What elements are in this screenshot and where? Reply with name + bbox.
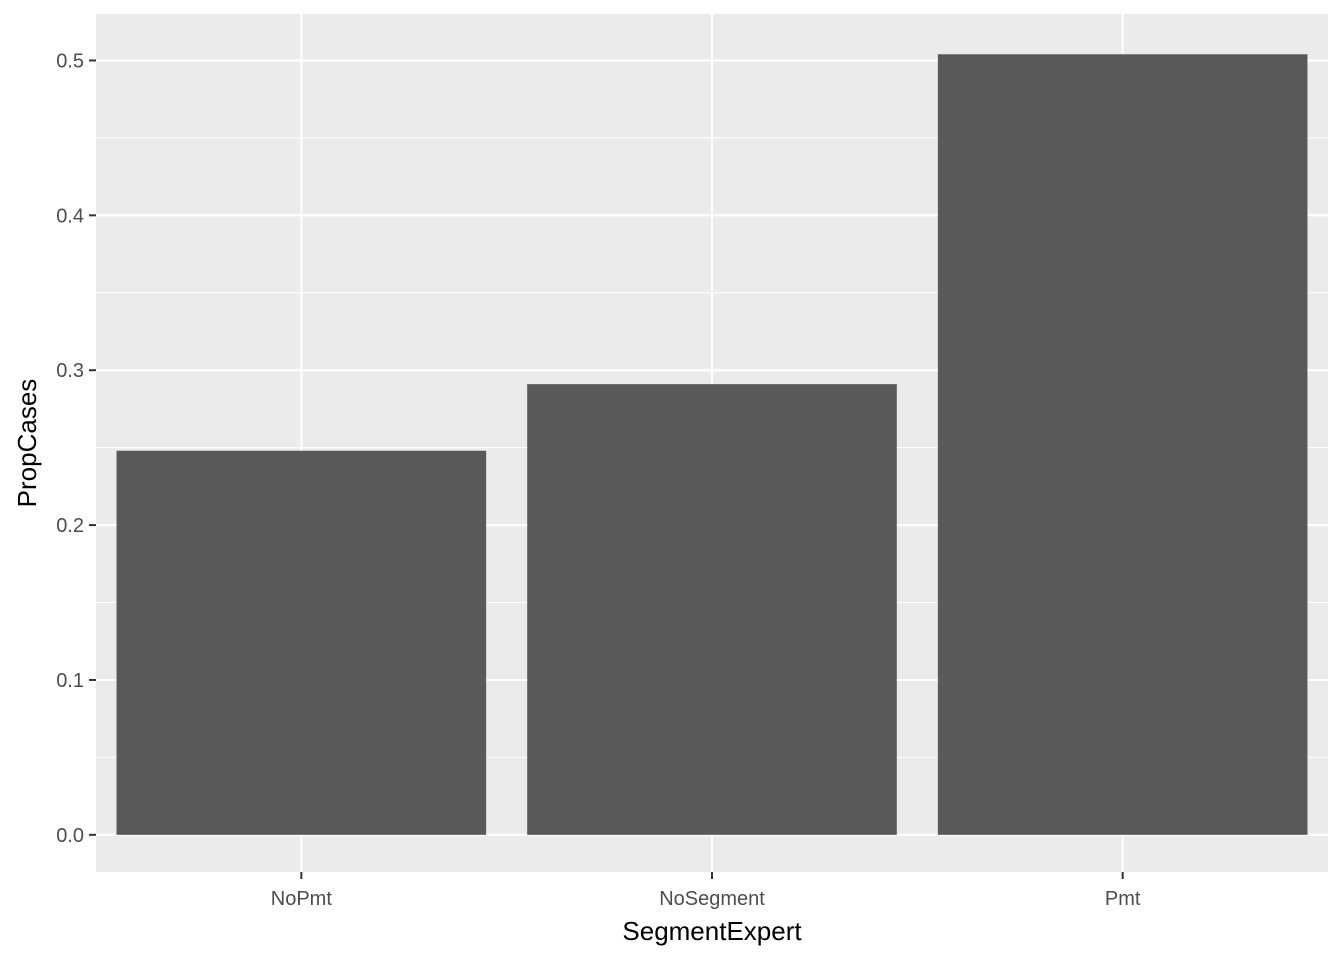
x-tick-label: NoPmt: [271, 888, 333, 910]
bars: [116, 54, 1308, 835]
y-axis: 0.0 0.1 0.2 0.3 0.4 0.5: [56, 50, 96, 847]
y-tick-label: 0.4: [56, 205, 84, 227]
y-tick-label: 0.5: [56, 50, 84, 72]
bar-nopmt: [116, 450, 487, 835]
x-tick-label: Pmt: [1105, 888, 1141, 910]
x-tick-label: NoSegment: [659, 888, 765, 910]
x-axis-title: SegmentExpert: [622, 916, 802, 946]
bar-pmt: [937, 54, 1308, 835]
y-tick-label: 0.0: [56, 825, 84, 847]
y-tick-label: 0.2: [56, 515, 84, 537]
y-axis-title: PropCases: [12, 379, 42, 508]
bar-nosegment: [527, 384, 897, 835]
y-tick-label: 0.3: [56, 360, 84, 382]
y-tick-label: 0.1: [56, 670, 84, 692]
x-axis: NoPmt NoSegment Pmt: [271, 872, 1141, 910]
